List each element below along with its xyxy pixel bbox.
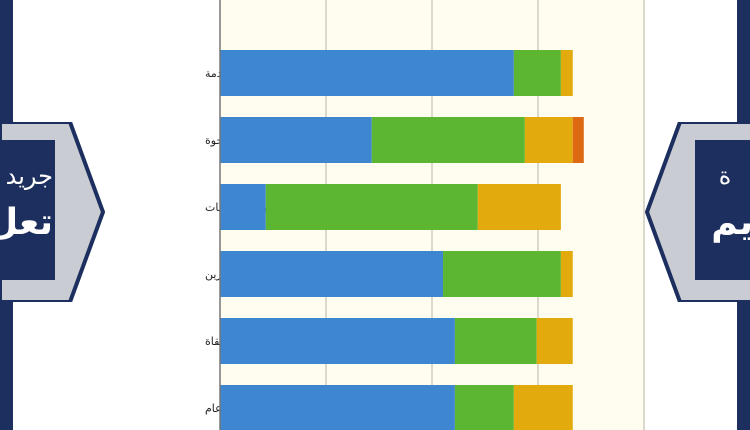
bar-segment-series-1 xyxy=(220,251,444,297)
bar-segment-series-3 xyxy=(536,318,573,364)
bar-segment-series-3 xyxy=(560,251,573,297)
bar-segment-series-1 xyxy=(220,50,514,96)
bar-segment-series-3 xyxy=(513,385,573,430)
bar-segment-series-1 xyxy=(220,117,372,163)
bar-segment-series-3 xyxy=(524,117,573,163)
bar-segment-series-2 xyxy=(513,50,561,96)
bar-segment-series-2 xyxy=(454,385,514,430)
bar-segment-series-2 xyxy=(371,117,525,163)
watermark-logo-left: جريد تعل xyxy=(0,122,105,302)
bar-segment-series-1 xyxy=(220,184,266,230)
bar-segment-series-2 xyxy=(443,251,561,297)
svg-text:جريد: جريد xyxy=(6,162,53,190)
bar-segment-series-1 xyxy=(220,318,455,364)
bar-segment-series-4 xyxy=(572,117,584,163)
bar-segment-series-3 xyxy=(560,50,573,96)
bar-segment-series-2 xyxy=(265,184,478,230)
bar-segment-series-2 xyxy=(454,318,537,364)
svg-text:يم: يم xyxy=(711,202,750,243)
svg-text:ة: ة xyxy=(719,162,732,190)
bar-segment-series-1 xyxy=(220,385,455,430)
svg-text:تعل: تعل xyxy=(0,202,53,243)
watermark-logo-right: ة يم xyxy=(645,122,750,302)
bar-segment-series-3 xyxy=(477,184,561,230)
